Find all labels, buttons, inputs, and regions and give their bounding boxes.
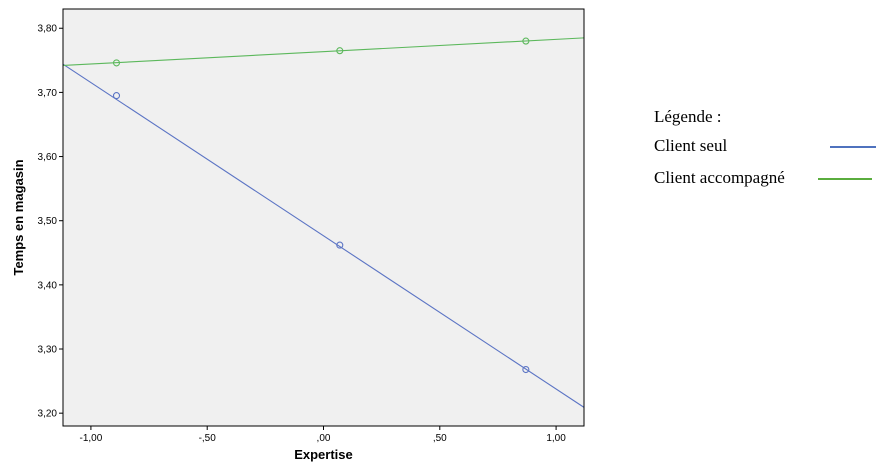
x-axis-title: Expertise — [294, 447, 353, 462]
chart-axes: -1,00 -,50 ,00 ,50 1,00 3,20 3,30 3,40 3,50 3,60 3… — [38, 24, 567, 444]
y-tick-label: 3,80 — [38, 24, 58, 35]
y-tick-label: 3,70 — [38, 88, 58, 99]
legend: Légende : Client seul Client accompagné — [654, 104, 876, 194]
legend-title: Légende : — [654, 107, 722, 126]
y-axis-title: Temps en magasin — [11, 159, 26, 275]
x-tick-label: -1,00 — [80, 433, 103, 444]
y-tick-label: 3,50 — [38, 216, 58, 227]
y-tick-label: 3,30 — [38, 345, 58, 356]
x-tick-label: ,00 — [317, 433, 331, 444]
y-tick-label: 3,20 — [38, 409, 58, 420]
x-tick-label: -,50 — [199, 433, 217, 444]
x-tick-label: ,50 — [433, 433, 447, 444]
plot-area — [63, 9, 584, 426]
legend-item-client-seul: Client seul — [654, 130, 876, 162]
data-point-client-seul — [336, 241, 344, 249]
x-tick-label: 1,00 — [546, 433, 566, 444]
series-line-client-seul — [62, 63, 585, 408]
data-point-client-accompagne — [112, 59, 121, 67]
chart-marks — [62, 37, 585, 408]
data-point-client-seul — [522, 365, 530, 374]
y-tick-label: 3,60 — [38, 152, 58, 163]
legend-label: Client accompagné — [654, 168, 785, 187]
data-point-client-accompagne — [522, 37, 530, 45]
series-line-client-accompagne — [62, 37, 585, 67]
legend-swatch-client-accompagne — [818, 178, 872, 180]
legend-item-client-accompagne: Client accompagné — [654, 162, 872, 194]
y-tick-label: 3,40 — [38, 280, 58, 291]
legend-label: Client seul — [654, 136, 728, 155]
data-point-client-accompagne — [336, 47, 344, 55]
data-point-client-seul — [112, 92, 121, 100]
legend-swatch-client-seul — [830, 146, 876, 148]
